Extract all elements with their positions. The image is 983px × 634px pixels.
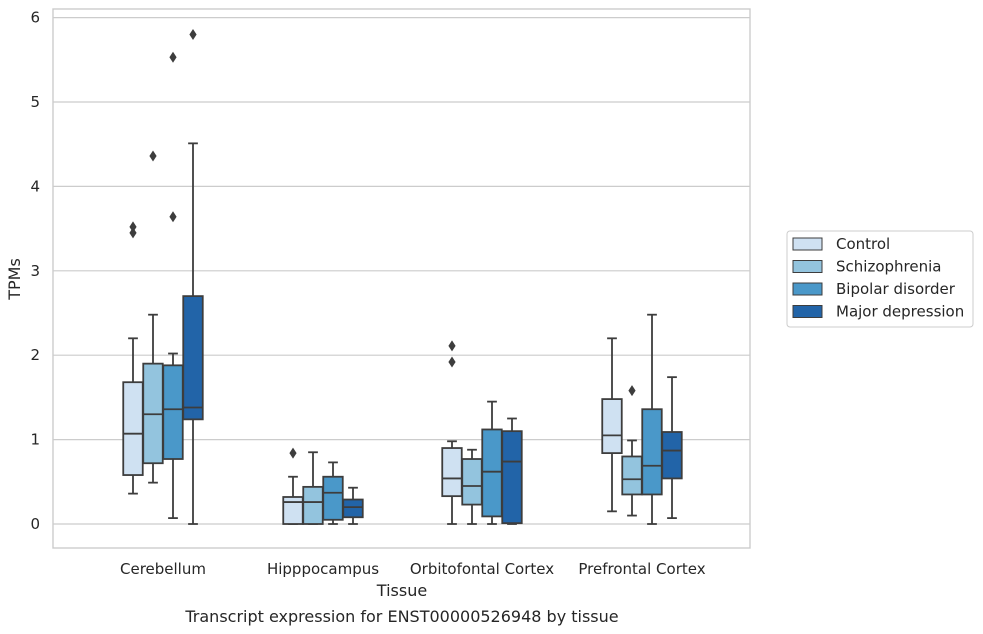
outlier-marker	[628, 385, 636, 397]
box-body	[481, 428, 503, 518]
chart-caption: Transcript expression for ENST0000052694…	[184, 607, 618, 626]
box-series-group	[122, 28, 683, 525]
box-body	[302, 485, 324, 525]
box	[322, 461, 344, 525]
x-axis-title: Tissue	[376, 581, 427, 600]
outlier-marker	[448, 340, 456, 352]
box	[182, 28, 204, 525]
x-tick-label: Orbitofontal Cortex	[410, 560, 554, 578]
outlier-marker	[129, 221, 137, 233]
box	[282, 447, 304, 525]
legend: Control Schizophrenia Bipolar disorder Majo…	[786, 230, 974, 328]
y-tick-label: 1	[30, 431, 40, 449]
box	[162, 51, 184, 519]
outlier-marker	[169, 211, 177, 223]
legend-label: Bipolar disorder	[836, 280, 956, 298]
box	[441, 340, 463, 525]
outlier-marker	[169, 51, 177, 63]
legend-swatch	[792, 305, 823, 318]
x-tick-labels: Cerebellum Hipppocampus Orbitofontal Corte…	[120, 560, 706, 578]
y-tick-label: 0	[30, 515, 40, 533]
y-tick-label: 3	[30, 262, 40, 280]
x-tick-label: Cerebellum	[120, 560, 206, 578]
y-tick-labels: 0 1 2 3 4 5 6	[30, 9, 40, 533]
box	[342, 486, 364, 525]
y-tick-label: 4	[30, 177, 40, 195]
x-tick-label: Hipppocampus	[267, 560, 379, 578]
box-body	[461, 458, 483, 506]
box-body	[501, 430, 523, 525]
legend-label: Schizophrenia	[836, 258, 941, 276]
box	[122, 221, 144, 495]
box	[142, 150, 164, 484]
box	[461, 448, 483, 525]
box	[641, 313, 663, 525]
y-tick-label: 6	[30, 9, 40, 27]
legend-label: Control	[836, 235, 890, 253]
box-body	[441, 447, 463, 498]
box-body	[661, 431, 683, 480]
outlier-marker	[129, 227, 137, 239]
box-body	[162, 364, 184, 460]
box-body	[182, 295, 204, 421]
x-tick-label: Prefrontal Cortex	[578, 560, 705, 578]
box-body	[282, 496, 304, 525]
series-control	[122, 221, 623, 525]
outlier-marker	[289, 447, 297, 459]
box-body	[621, 455, 643, 496]
outlier-marker	[448, 356, 456, 368]
outlier-marker	[189, 28, 197, 40]
legend-swatch	[792, 260, 823, 273]
box-body	[342, 498, 364, 519]
legend-swatch	[792, 282, 823, 296]
outlier-marker	[149, 150, 157, 162]
plot-area-frame	[52, 8, 751, 549]
legend-frame	[786, 230, 974, 328]
legend-label: Major depression	[836, 303, 964, 321]
box-body	[122, 381, 144, 476]
y-tick-label: 5	[30, 93, 40, 111]
box	[601, 337, 623, 513]
box-body	[641, 408, 663, 496]
box-body	[322, 475, 344, 521]
box-body	[601, 398, 623, 455]
legend-swatch	[792, 237, 823, 251]
y-tick-label: 2	[30, 346, 40, 364]
box	[661, 376, 683, 519]
box	[501, 417, 523, 525]
y-axis-title: TPMs	[5, 258, 24, 301]
series-major-depression	[182, 28, 683, 525]
